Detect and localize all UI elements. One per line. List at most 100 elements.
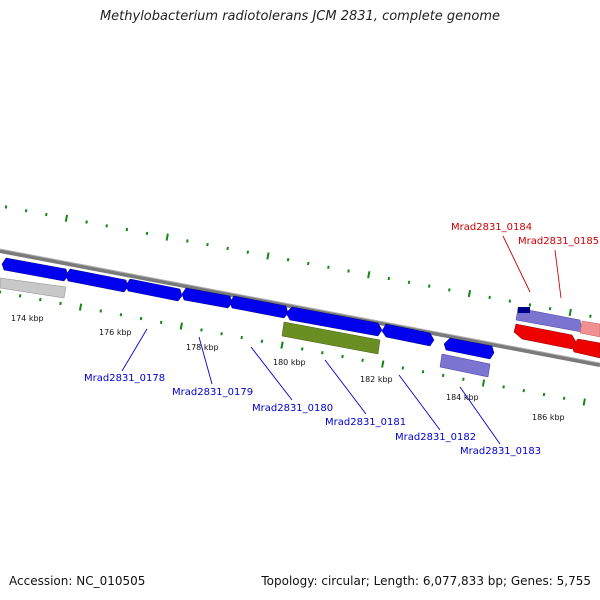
map-title: Methylobacterium radiotolerans JCM 2831,… (99, 9, 501, 24)
minor-tick (542, 392, 546, 397)
gene-arrow-highlight[interactable] (579, 320, 600, 338)
major-tick (179, 322, 183, 330)
minor-tick (45, 212, 48, 217)
tick-label: 186 kbp (532, 413, 565, 422)
gene-label[interactable]: Mrad2831_0178 (84, 373, 165, 384)
gene-arrow-red[interactable] (571, 338, 600, 359)
minor-tick (341, 354, 344, 359)
minor-tick (200, 328, 203, 332)
major-tick (467, 290, 472, 298)
tick-label: 180 kbp (273, 358, 306, 367)
minor-tick (220, 332, 223, 336)
leader-line (324, 359, 367, 415)
genome-backbone (0, 249, 600, 367)
minor-tick (528, 303, 532, 307)
minor-tick (462, 377, 465, 381)
leader-line (121, 328, 148, 372)
gene-arrow[interactable] (1, 257, 69, 282)
gene-block-grey[interactable] (0, 277, 67, 299)
leader-line (198, 336, 213, 385)
minor-tick (488, 295, 491, 299)
gene-arrow[interactable] (181, 287, 233, 309)
gene-label[interactable]: Mrad2831_0182 (395, 432, 476, 443)
minor-tick (186, 239, 189, 243)
minor-tick (240, 335, 243, 340)
major-tick (266, 252, 270, 260)
minor-tick (59, 301, 62, 306)
accession-text: Accession: NC_010505 (9, 574, 146, 588)
minor-tick (361, 358, 364, 362)
major-tick (165, 233, 169, 241)
minor-tick (159, 320, 163, 324)
minor-tick (321, 351, 324, 355)
gene-label[interactable]: Mrad2831_0183 (460, 446, 541, 457)
minor-tick (119, 313, 123, 317)
major-tick (568, 308, 572, 317)
outer-tick-ring (4, 205, 592, 318)
major-tick (64, 214, 69, 222)
tick-label: 176 kbp (99, 328, 132, 337)
minor-tick (105, 224, 108, 228)
minor-tick (548, 306, 552, 311)
minor-tick (307, 261, 310, 266)
gene-arrow[interactable] (65, 268, 129, 293)
gene-label[interactable]: Mrad2831_0185 (518, 236, 599, 247)
gene-small-dark[interactable] (518, 307, 530, 313)
forward-strand-genes (1, 257, 600, 360)
gene-arrow[interactable] (229, 295, 289, 319)
leader-line (502, 235, 531, 293)
minor-tick (502, 385, 505, 389)
minor-tick (125, 227, 129, 232)
major-tick (381, 360, 385, 368)
major-tick (481, 379, 486, 387)
gene-label[interactable]: Mrad2831_0180 (252, 403, 333, 414)
gene-label[interactable]: Mrad2831_0179 (172, 387, 253, 398)
leader-line (554, 249, 562, 299)
gene-block-olive[interactable] (281, 321, 381, 355)
minor-tick (260, 339, 264, 343)
tick-label: 182 kbp (360, 375, 393, 384)
minor-tick (508, 299, 512, 303)
minor-tick (401, 366, 405, 370)
minor-tick (18, 294, 22, 298)
minor-tick (85, 220, 88, 224)
minor-tick (448, 288, 451, 292)
minor-tick (139, 316, 143, 321)
major-tick (367, 271, 371, 279)
gene-arrow[interactable] (381, 323, 435, 347)
minor-tick (427, 284, 431, 288)
minor-tick (347, 269, 350, 273)
major-tick (78, 303, 83, 311)
gene-arrow[interactable] (443, 337, 495, 360)
gene-arrow[interactable] (285, 306, 383, 337)
tick-label: 174 kbp (11, 314, 44, 323)
gene-label[interactable]: Mrad2831_0184 (451, 222, 532, 233)
minor-tick (441, 373, 445, 378)
reverse-strand-genes (0, 277, 600, 378)
minor-tick (24, 209, 28, 213)
major-tick (280, 341, 284, 349)
minor-tick (4, 205, 8, 209)
gene-block-purple[interactable] (439, 353, 491, 378)
minor-tick (327, 265, 330, 269)
minor-tick (522, 388, 526, 393)
minor-tick (99, 309, 102, 313)
leader-line (250, 346, 293, 401)
minor-tick (562, 396, 566, 400)
gene-label[interactable]: Mrad2831_0181 (325, 417, 406, 428)
leader-line (459, 386, 501, 445)
genome-summary-text: Topology: circular; Length: 6,077,833 bp… (261, 574, 591, 588)
minor-tick (589, 314, 592, 318)
minor-tick (145, 231, 149, 235)
minor-tick (421, 370, 425, 374)
gene-arrow[interactable] (125, 278, 183, 302)
gene-leader-lines (121, 235, 562, 445)
minor-tick (387, 276, 391, 281)
minor-tick (286, 258, 290, 262)
inner-tick-ring (0, 290, 586, 406)
minor-tick (39, 297, 42, 302)
minor-tick (407, 280, 411, 284)
minor-tick (226, 246, 229, 251)
gene-labels: Mrad2831_0178 Mrad2831_0179 Mrad2831_018… (84, 222, 599, 457)
